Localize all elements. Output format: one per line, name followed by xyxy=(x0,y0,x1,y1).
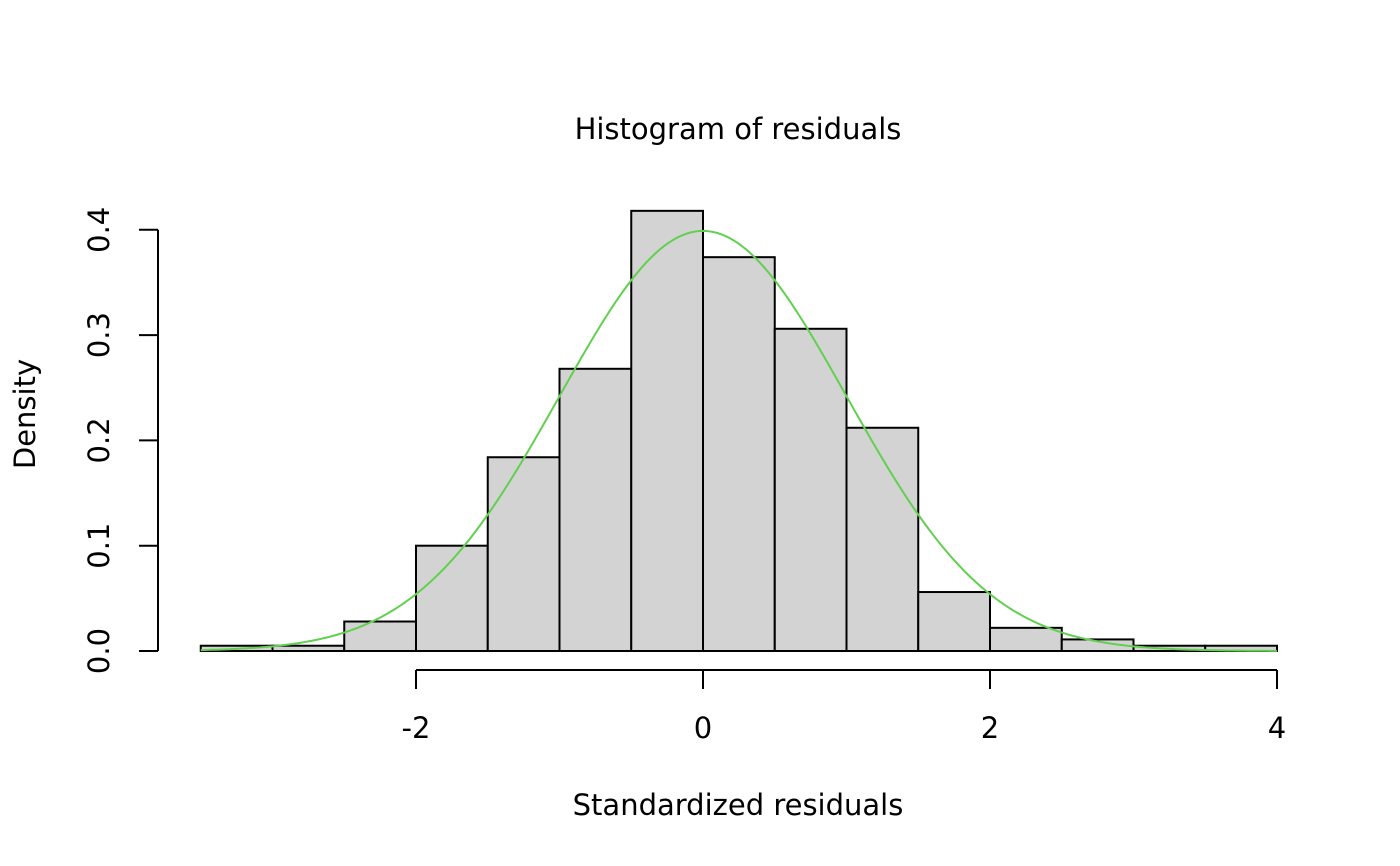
histogram-bar-7 xyxy=(702,256,776,652)
y-tick-label: 0.0 xyxy=(82,628,116,674)
histogram-bar-1 xyxy=(271,644,346,652)
chart-title: Histogram of residuals xyxy=(575,112,902,146)
x-tick-label: 4 xyxy=(1268,711,1286,745)
histogram-bar-6 xyxy=(630,209,704,652)
histogram-bar-4 xyxy=(486,456,561,652)
y-tick-label: 0.1 xyxy=(82,523,116,569)
histogram-bars xyxy=(199,209,1278,653)
x-axis: -2 0 2 4 xyxy=(402,669,1286,745)
histogram-bar-2 xyxy=(343,620,417,652)
histogram-bar-9 xyxy=(845,426,920,652)
histogram-bar-10 xyxy=(917,591,991,652)
histogram-bar-8 xyxy=(773,327,848,652)
y-tick-label: 0.4 xyxy=(82,207,116,253)
y-tick-label: 0.2 xyxy=(82,417,116,463)
histogram-bar-5 xyxy=(558,367,633,652)
y-tick-label: 0.3 xyxy=(82,312,116,358)
y-axis-label: Density xyxy=(8,359,42,469)
x-tick-label: 0 xyxy=(694,711,712,745)
x-tick-label: -2 xyxy=(402,711,431,745)
histogram-bar-11 xyxy=(989,626,1063,652)
normal-density-curve xyxy=(200,229,1278,652)
x-tick-label: 2 xyxy=(981,711,999,745)
y-axis: 0.0 0.1 0.2 0.3 0.4 xyxy=(82,207,159,674)
x-axis-label: Standardized residuals xyxy=(573,788,904,822)
